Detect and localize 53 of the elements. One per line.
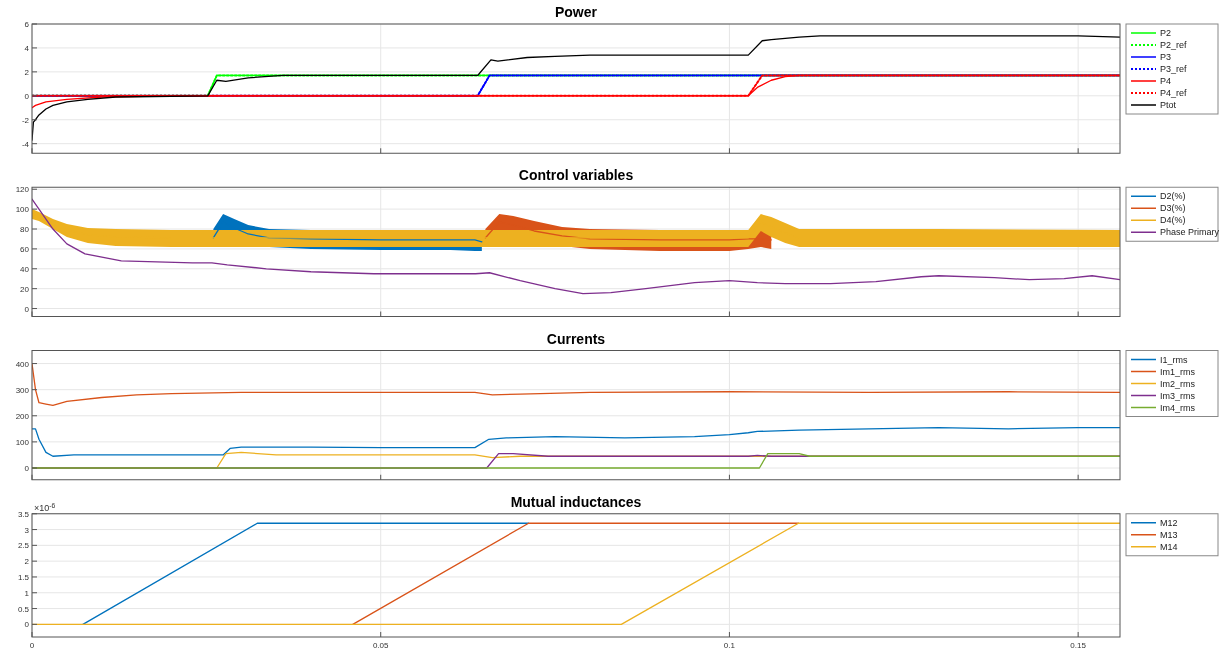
y-tick-label: 2 bbox=[24, 557, 30, 567]
y-tick-label: 4 bbox=[24, 43, 30, 53]
chart-title: Currents bbox=[546, 330, 606, 347]
legend-label: P3 bbox=[1160, 52, 1172, 62]
legend-label: I1_rms bbox=[1160, 354, 1189, 365]
y-tick-label: 1 bbox=[24, 588, 30, 598]
legend-label: M14 bbox=[1160, 541, 1178, 552]
y-tick-label: 1.5 bbox=[17, 572, 30, 582]
legend-label: Im4_rms bbox=[1160, 402, 1196, 413]
chart-title: Control variables bbox=[518, 167, 634, 184]
legend-label: P4 bbox=[1160, 76, 1172, 86]
legend-label: Im2_rms bbox=[1160, 378, 1196, 389]
legend-label: M13 bbox=[1160, 529, 1178, 540]
y-tick-label: 100 bbox=[15, 205, 30, 215]
y-tick-label: 40 bbox=[20, 264, 30, 274]
legend-label: D2(%) bbox=[1160, 191, 1186, 202]
legend-label: M12 bbox=[1160, 517, 1178, 528]
y-tick-label: 6 bbox=[24, 20, 30, 29]
y-tick-label: -4 bbox=[21, 139, 30, 149]
y-tick-label: 120 bbox=[15, 185, 30, 195]
y-tick-label: 20 bbox=[20, 284, 30, 294]
y-tick-label: 0 bbox=[24, 91, 30, 101]
legend-label: P4_ref bbox=[1160, 88, 1188, 98]
y-tick-label: 0 bbox=[24, 304, 30, 314]
y-tick-label: 200 bbox=[15, 411, 30, 421]
y-tick-label: -2 bbox=[21, 115, 30, 125]
legend-label: P2_ref bbox=[1160, 40, 1188, 50]
legend-label: Phase Primary bbox=[1160, 227, 1220, 238]
chart-title: Mutual inductances bbox=[510, 493, 642, 510]
legend-label: D3(%) bbox=[1160, 203, 1186, 214]
legend-label: P2 bbox=[1160, 28, 1172, 38]
y-tick-label: 80 bbox=[20, 225, 30, 235]
y-tick-label: 2 bbox=[24, 67, 30, 77]
legend-label: Ptot bbox=[1160, 100, 1177, 110]
y-tick-label: 100 bbox=[15, 437, 30, 447]
y-tick-label: 400 bbox=[15, 359, 30, 369]
text: ×10$^{-6}$ bbox=[34, 501, 56, 513]
y-tick-label: 300 bbox=[15, 385, 30, 395]
y-tick-label: 0.5 bbox=[17, 604, 30, 614]
legend-label: Im3_rms bbox=[1160, 390, 1196, 401]
y-tick-label: 2.5 bbox=[17, 541, 30, 551]
chart-title: Power bbox=[554, 4, 598, 20]
x-tick-label: 0.05 bbox=[372, 641, 390, 650]
y-tick-label: 0 bbox=[24, 620, 30, 630]
legend-label: Im1_rms bbox=[1160, 366, 1196, 377]
y-tick-label: 3.5 bbox=[17, 509, 30, 519]
y-tick-label: 0 bbox=[24, 464, 30, 473]
legend-label: D4(%) bbox=[1160, 215, 1186, 226]
y-tick-label: 60 bbox=[20, 244, 30, 254]
y-tick-label: 3 bbox=[24, 525, 30, 535]
x-tick-label: 0.1 bbox=[723, 641, 736, 650]
legend-label: P3_ref bbox=[1160, 64, 1188, 74]
x-tick-label: 0.15 bbox=[1070, 641, 1087, 650]
